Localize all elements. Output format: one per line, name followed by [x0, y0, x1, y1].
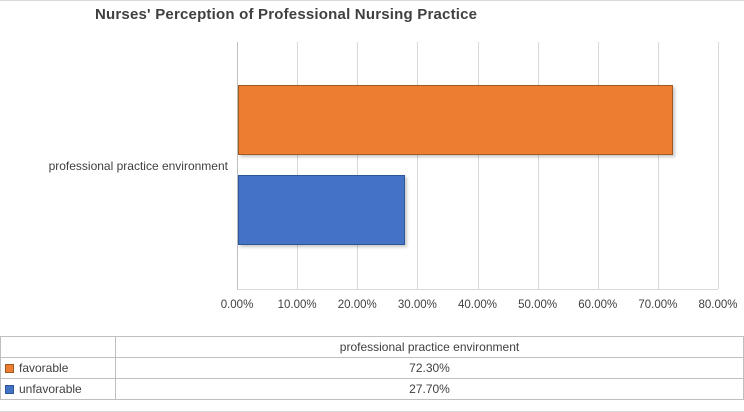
legend-cell-favorable: favorable — [0, 357, 116, 379]
row-label: favorable — [19, 361, 69, 375]
table-row: unfavorable 27.70% — [0, 378, 744, 400]
x-tick-label: 70.00% — [638, 299, 678, 311]
table-corner-cell — [0, 336, 116, 358]
gridline — [718, 42, 719, 289]
plot-row: professional practice environment — [0, 42, 744, 290]
x-tick-label: 20.00% — [337, 299, 377, 311]
bar-unfavorable — [238, 175, 405, 245]
category-axis-label: professional practice environment — [48, 159, 228, 173]
legend-cell-unfavorable: unfavorable — [0, 378, 116, 400]
gridline — [657, 42, 659, 289]
gridline — [537, 42, 539, 289]
plot-area — [237, 42, 719, 290]
gridline — [417, 42, 419, 289]
gridline — [597, 42, 599, 289]
x-tick-label: 50.00% — [518, 299, 558, 311]
x-tick-label: 30.00% — [397, 299, 437, 311]
row-value: 72.30% — [115, 357, 744, 379]
table-header-cell: professional practice environment — [115, 336, 744, 358]
x-tick-label: 60.00% — [578, 299, 618, 311]
bar-favorable — [238, 85, 673, 155]
legend-swatch-favorable — [5, 364, 14, 373]
legend-swatch-unfavorable — [5, 385, 14, 394]
row-value: 27.70% — [115, 378, 744, 400]
data-table: professional practice environment favora… — [0, 336, 744, 400]
table-header-row: professional practice environment — [0, 336, 744, 358]
x-tick-label: 10.00% — [277, 299, 317, 311]
gridline — [477, 42, 479, 289]
x-tick-label: 40.00% — [457, 299, 498, 311]
y-axis-line — [237, 42, 238, 289]
chart-title: Nurses' Perception of Professional Nursi… — [95, 6, 478, 23]
table-row: favorable 72.30% — [0, 357, 744, 379]
gridline — [357, 42, 359, 289]
gridline — [297, 42, 299, 289]
x-tick-label: 80.00% — [698, 299, 738, 311]
x-axis: 0.00% 10.00% 20.00% 30.00% 40.00% 50.00%… — [221, 299, 738, 315]
row-label: unfavorable — [19, 382, 82, 396]
x-tick-label: 0.00% — [220, 299, 254, 311]
